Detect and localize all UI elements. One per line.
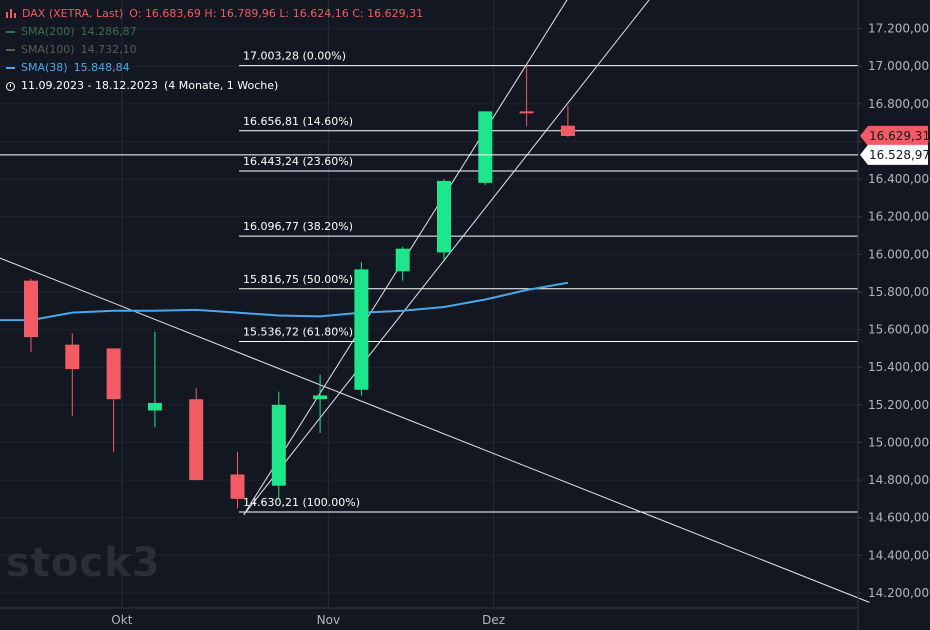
- fib-level-label: 16.096,77 (38.20%): [243, 220, 353, 233]
- legend-sma200-value: 14.286,87: [80, 25, 137, 38]
- candlestick-icon: [6, 9, 16, 19]
- y-tick-label: 14.800,00: [868, 473, 929, 487]
- legend-range-duration: (4 Monate, 1 Woche): [163, 79, 279, 92]
- legend-high-label: H:: [204, 7, 217, 20]
- candle-body-down[interactable]: [519, 111, 534, 114]
- y-tick-label: 14.400,00: [868, 548, 929, 562]
- legend-sma200-row[interactable]: SMA(200) 14.286,87: [6, 23, 423, 41]
- y-tick-label: 14.600,00: [868, 511, 929, 525]
- y-tick-label: 17.200,00: [868, 22, 929, 36]
- sma38-swatch: [6, 67, 15, 69]
- legend-sma38-row[interactable]: SMA(38) 15.848,84: [6, 59, 423, 77]
- legend-low-label: L:: [279, 7, 290, 20]
- candle-body-down[interactable]: [189, 399, 204, 481]
- y-tick-label: 16.200,00: [868, 210, 929, 224]
- price-badge: [860, 125, 928, 146]
- x-tick-label: Nov: [317, 613, 340, 627]
- price-badge: [860, 144, 928, 165]
- legend-range: 11.09.2023 - 18.12.2023: [21, 79, 158, 92]
- price-badge-label: 16.528,97: [869, 148, 930, 162]
- candle-body-up[interactable]: [437, 180, 451, 253]
- fib-level-label: 15.536,72 (61.80%): [243, 325, 353, 338]
- candle-body-down[interactable]: [560, 125, 575, 136]
- chart-legend: DAX (XETRA, Last) O: 16.683,69 H: 16.789…: [6, 5, 423, 95]
- legend-high-value: 16.789,96: [219, 7, 276, 20]
- candle-body-down[interactable]: [230, 474, 245, 499]
- candlestick-series[interactable]: [24, 65, 575, 509]
- legend-range-row: 11.09.2023 - 18.12.2023 (4 Monate, 1 Woc…: [6, 77, 423, 95]
- sma38-line: [0, 281, 569, 322]
- legend-open-value: 16.683,69: [144, 7, 201, 20]
- y-tick-label: 16.000,00: [868, 247, 929, 261]
- watermark: stock3: [6, 540, 161, 586]
- legend-sma100-row[interactable]: SMA(100) 14.732,10: [6, 41, 423, 59]
- candle-body-up[interactable]: [313, 395, 328, 400]
- candle-body-down[interactable]: [106, 348, 121, 400]
- legend-close-label: C:: [352, 7, 364, 20]
- fibonacci-levels[interactable]: 17.003,28 (0.00%) 16.656,81 (14.60%) 16.44…: [239, 50, 858, 513]
- legend-sma100-value: 14.732,10: [80, 43, 137, 56]
- legend-sma200-label: SMA(200): [21, 25, 75, 38]
- legend-sma38-value: 15.848,84: [73, 61, 130, 74]
- sma100-swatch: [6, 49, 15, 51]
- clock-icon: [6, 81, 15, 91]
- y-tick-label: 15.400,00: [868, 360, 929, 374]
- sma200-swatch: [6, 31, 15, 33]
- grid-lines: [0, 0, 858, 608]
- trend-line[interactable]: [243, 0, 655, 516]
- fib-level-label: 16.656,81 (14.60%): [243, 115, 353, 128]
- fib-level-label: 14.630,21 (100.00%): [243, 496, 360, 509]
- y-tick-label: 14.200,00: [868, 586, 929, 600]
- price-badge-label: 16.629,31: [869, 129, 930, 143]
- x-tick-label: Dez: [482, 613, 505, 627]
- legend-low-value: 16.624,16: [292, 7, 349, 20]
- x-tick-label: Okt: [111, 613, 132, 627]
- fib-level-label: 16.443,24 (23.60%): [243, 155, 353, 168]
- fib-level-label: 15.816,75 (50.00%): [243, 273, 353, 286]
- sma38-polyline: [0, 281, 569, 322]
- candle-body-up[interactable]: [395, 248, 410, 272]
- legend-sma100-label: SMA(100): [21, 43, 75, 56]
- y-tick-label: 15.600,00: [868, 323, 929, 337]
- legend-ohlc-row[interactable]: DAX (XETRA, Last) O: 16.683,69 H: 16.789…: [6, 5, 423, 23]
- x-axis[interactable]: Okt Nov Dez: [0, 607, 858, 627]
- candle-body-up[interactable]: [354, 269, 369, 390]
- legend-close-value: 16.629,31: [367, 7, 424, 20]
- legend-symbol: DAX (XETRA, Last): [22, 7, 124, 20]
- y-tick-label: 15.000,00: [868, 435, 929, 449]
- trend-line[interactable]: [0, 257, 870, 603]
- price-markers: 16.629,31 16.528,97: [0, 125, 930, 165]
- candle-body-down[interactable]: [24, 280, 38, 338]
- candle-body-down[interactable]: [65, 344, 80, 370]
- y-tick-label: 15.800,00: [868, 285, 929, 299]
- fib-level-label: 17.003,28 (0.00%): [243, 50, 346, 63]
- candle-body-up[interactable]: [271, 404, 286, 486]
- candle-body-up[interactable]: [478, 111, 493, 183]
- y-tick-label: 16.400,00: [868, 172, 929, 186]
- y-tick-label: 16.800,00: [868, 97, 929, 111]
- legend-open-label: O:: [129, 7, 142, 20]
- candle-body-up[interactable]: [147, 402, 162, 411]
- y-tick-label: 15.200,00: [868, 398, 929, 412]
- y-axis[interactable]: 17.200,0017.000,0016.800,0016.600,0016.4…: [857, 0, 929, 630]
- legend-sma38-label: SMA(38): [21, 61, 68, 74]
- y-tick-label: 17.000,00: [868, 59, 929, 73]
